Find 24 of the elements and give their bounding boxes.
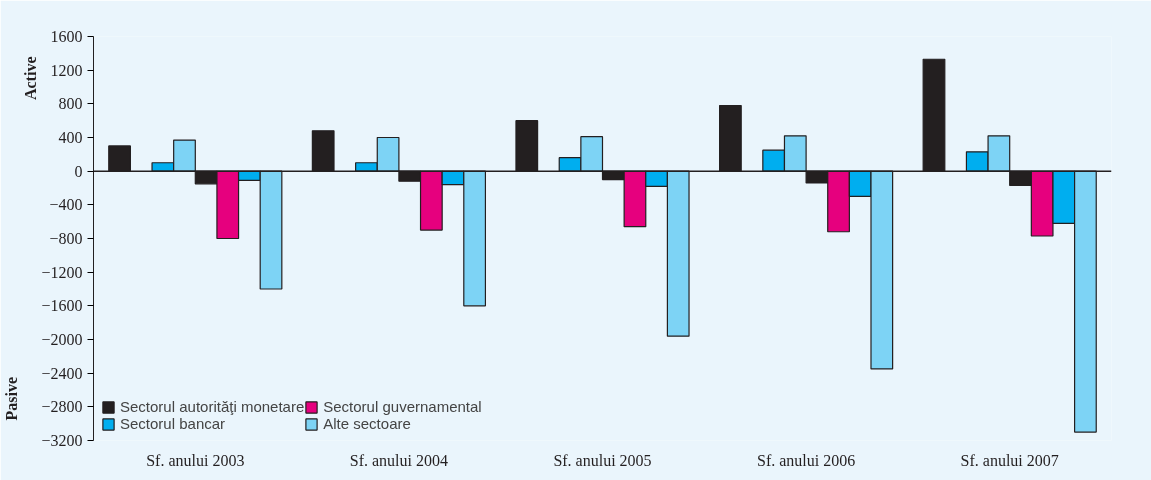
y-tick-label: 0 <box>74 162 83 180</box>
y-tick-label: −2400 <box>41 364 83 382</box>
x-tick-label: Sf. anului 2007 <box>960 451 1059 469</box>
x-tick-label: Sf. anului 2004 <box>349 451 449 469</box>
legend-label: Alte sectoare <box>323 415 411 432</box>
legend-label: Sectorul autorităţi monetare <box>120 398 305 415</box>
x-tick-label: Sf. anului 2005 <box>553 451 652 469</box>
y-tick-label: −800 <box>49 230 83 247</box>
y-tick-label: −2800 <box>41 398 83 416</box>
y-tick-label: 1200 <box>50 61 83 79</box>
y-tick-label: −1200 <box>41 263 83 281</box>
text: Active <box>21 56 39 101</box>
y-tick-label: −2000 <box>41 331 83 348</box>
x-tick-label: Sf. anului 2006 <box>756 451 856 469</box>
y-tick-label: 400 <box>58 129 83 146</box>
y-tick-label: −3200 <box>41 432 83 449</box>
text: Pasive <box>2 376 20 421</box>
y-tick-label: 800 <box>58 95 83 113</box>
y-tick-label: 1600 <box>50 28 83 45</box>
y-tick-label: −1600 <box>41 297 83 315</box>
y-tick-label: −400 <box>49 196 83 214</box>
legend-label: Sectorul guvernamental <box>323 398 482 415</box>
x-tick-label: Sf. anului 2003 <box>146 451 245 469</box>
legend-label: Sectorul bancar <box>120 415 226 432</box>
